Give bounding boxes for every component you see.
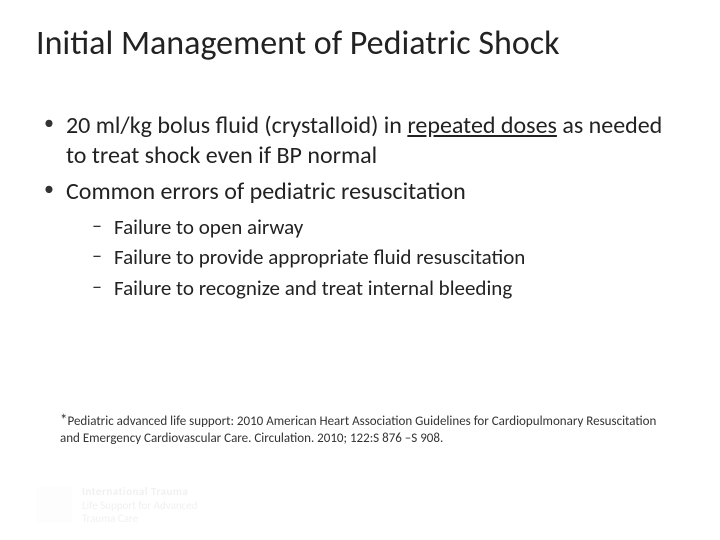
sub-bullet-item: Failure to provide appropriate fluid res… xyxy=(66,243,684,271)
bullet-text: Common errors of pediatric resuscitation xyxy=(66,177,466,206)
sub-bullet-item: Failure to open airway xyxy=(66,213,684,241)
footnote-text: Pediatric advanced life support: 2010 Am… xyxy=(60,414,656,447)
logo-icon xyxy=(36,487,72,523)
footnote: *Pediatric advanced life support: 2010 A… xyxy=(60,412,670,448)
bullet-item: Common errors of pediatric resuscitation… xyxy=(36,177,684,302)
logo-block: International Trauma Life Support for Ad… xyxy=(36,485,198,526)
logo-line-3: Trauma Care xyxy=(82,512,198,526)
logo-line-2: Life Support for Advanced xyxy=(82,499,198,513)
bullet-text-pre: 20 ml/kg bolus fluid (crystalloid) in xyxy=(66,111,407,140)
logo-line-1: International Trauma xyxy=(82,485,198,499)
sub-bullet-list: Failure to open airway Failure to provid… xyxy=(66,213,684,302)
slide: Initial Management of Pediatric Shock 20… xyxy=(0,0,720,540)
sub-bullet-item: Failure to recognize and treat internal … xyxy=(66,274,684,302)
bullet-text-underlined: repeated doses xyxy=(407,111,557,140)
bullet-item: 20 ml/kg bolus fluid (crystalloid) in re… xyxy=(36,111,684,171)
bullet-list: 20 ml/kg bolus fluid (crystalloid) in re… xyxy=(36,111,684,302)
logo-text: International Trauma Life Support for Ad… xyxy=(82,485,198,526)
slide-title: Initial Management of Pediatric Shock xyxy=(36,24,684,63)
